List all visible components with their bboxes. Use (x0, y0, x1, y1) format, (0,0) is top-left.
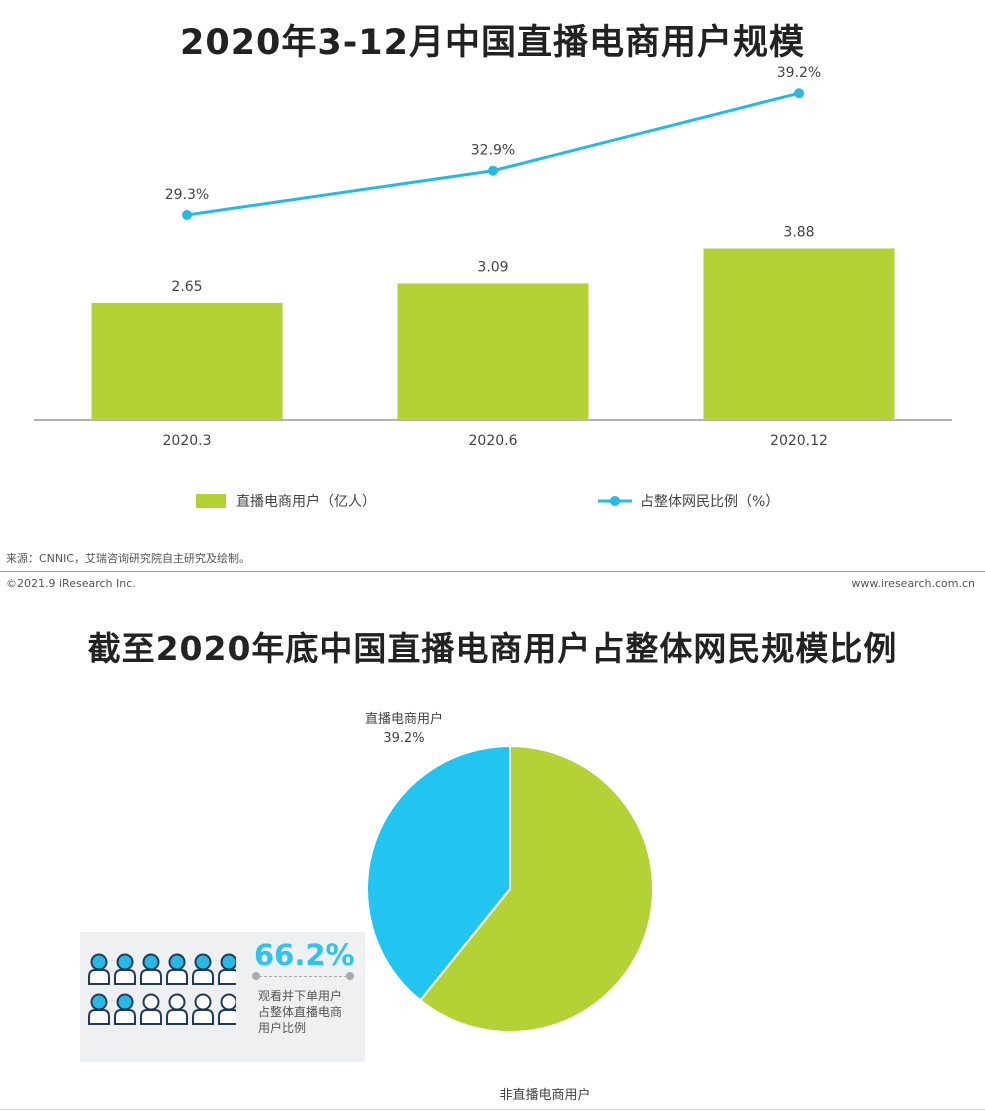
info-description: 观看并下单用户占整体直播电商用户比例 (258, 989, 343, 1035)
combo-chart: 2.65 2020.3 3.09 2020.6 3.88 2020.12 29.3% 32.9… (34, 65, 952, 510)
line-value-label: 39.2% (777, 65, 821, 81)
person-icon (192, 993, 214, 1025)
x-tick-label: 2020.12 (770, 433, 828, 449)
legend-line-marker (610, 496, 620, 506)
person-icon (140, 993, 162, 1025)
person-highlighted-icon (88, 993, 110, 1025)
x-tick-label: 2020.6 (469, 433, 518, 449)
x-tick-label: 2020.3 (163, 433, 212, 449)
line-point-2020.3 (182, 210, 192, 220)
person-highlighted-icon (114, 993, 136, 1025)
pie-label-live: 直播电商用户 (365, 711, 443, 727)
bar-value-label: 3.88 (783, 225, 814, 241)
divider (0, 571, 985, 572)
line-value-label: 32.9% (471, 143, 515, 159)
line-dot-right (346, 972, 354, 980)
bar-value-label: 2.65 (171, 279, 202, 295)
pie-slice-non-live (418, 744, 654, 1033)
source-note: 来源：CNNIC，艾瑞咨询研究院自主研究及绘制。 (6, 552, 251, 565)
person-highlighted-icon (140, 953, 162, 985)
website-url: www.iresearch.com.cn (851, 577, 975, 590)
person-icon (166, 993, 188, 1025)
bottom-rule (0, 1109, 985, 1110)
line-point-2020.12 (794, 88, 804, 99)
chart1-title: 2020年3-12月中国直播电商用户规模 (180, 23, 805, 63)
copyright: ©2021.9 iResearch Inc. (6, 577, 136, 590)
bar-2020.6 (397, 283, 589, 420)
person-highlighted-icon (218, 953, 236, 985)
pie-value-live: 39.2% (383, 731, 424, 746)
people-icons (88, 953, 236, 1025)
dashed-rule (254, 976, 352, 977)
line-point-2020.6 (488, 165, 498, 176)
pie-label-non-live: 非直播电商用户 (499, 1087, 590, 1103)
person-highlighted-icon (166, 953, 188, 985)
person-highlighted-icon (192, 953, 214, 985)
person-highlighted-icon (88, 953, 110, 985)
chart2-title: 截至2020年底中国直播电商用户占整体网民规模比例 (87, 629, 898, 668)
bar-2020.3 (91, 302, 283, 420)
line-value-label: 29.3% (165, 187, 209, 203)
bar-2020.12 (703, 248, 895, 420)
pie-slice-live (366, 744, 511, 1002)
legend-bar-swatch (196, 494, 226, 508)
info-card: 66.2% 观看并下单用户占整体直播电商用户比例 (80, 932, 365, 1062)
person-highlighted-icon (114, 953, 136, 985)
legend-bar-label: 直播电商用户（亿人） (236, 493, 376, 510)
person-icon (218, 993, 236, 1025)
info-percent: 66.2% (254, 938, 355, 972)
legend-line-label: 占整体网民比例（%） (640, 494, 779, 510)
bar-value-label: 3.09 (477, 259, 508, 275)
